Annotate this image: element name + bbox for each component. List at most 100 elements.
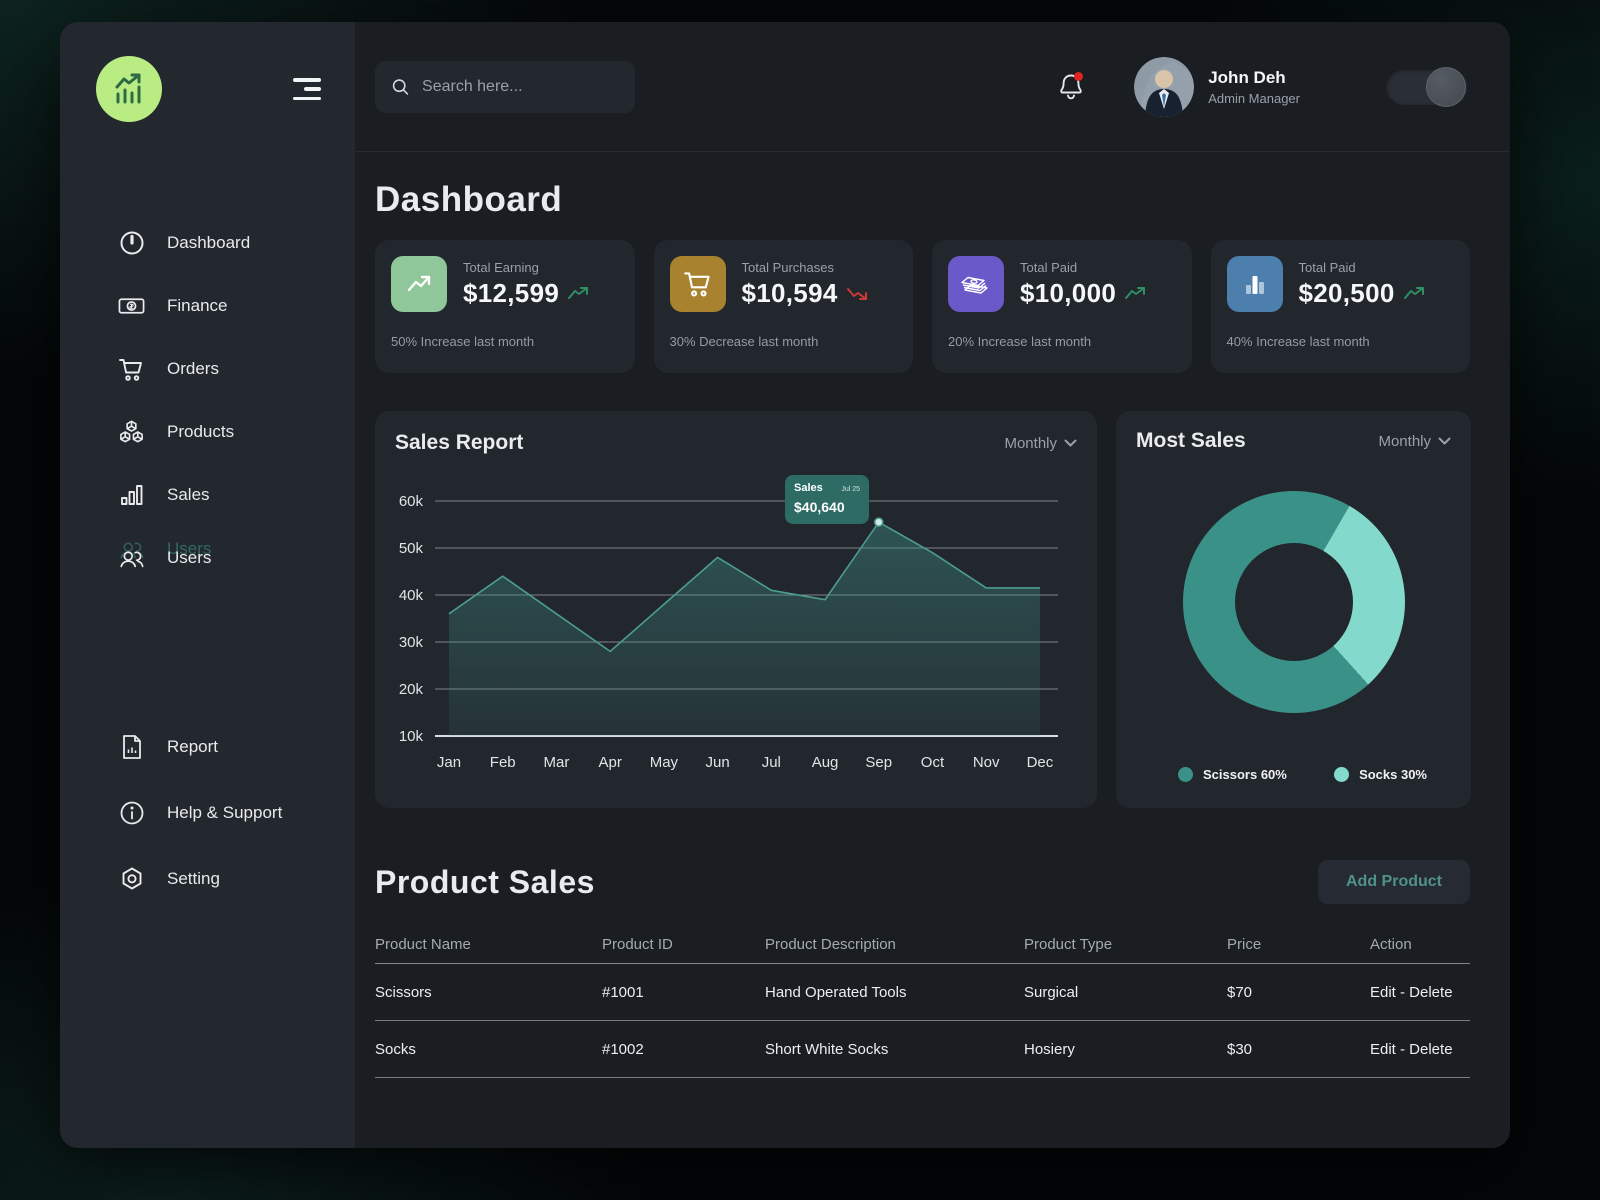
sidebar-item-label: Products xyxy=(167,422,235,441)
stat-cards: Total Earning $12,599 50% Increase last … xyxy=(375,240,1470,373)
sales-period-value: Monthly xyxy=(1004,434,1057,452)
notifications-button[interactable] xyxy=(1056,71,1086,103)
info-icon xyxy=(118,800,145,827)
stat-note: 30% Decrease last month xyxy=(669,334,819,349)
sidebar-item-label: Finance xyxy=(167,296,228,315)
charts-row: Sales Report Monthly Sales Jul 25 xyxy=(375,411,1471,808)
search-input[interactable] xyxy=(422,77,619,96)
sidebar-item-report[interactable]: Report xyxy=(60,722,355,772)
sales-report-card: Sales Report Monthly Sales Jul 25 xyxy=(375,411,1097,808)
col-product-name: Product Name xyxy=(375,936,471,953)
legend-dot xyxy=(1334,767,1350,782)
growth-chart-logo-icon xyxy=(115,73,141,104)
stat-note: 20% Increase last month xyxy=(948,334,1092,349)
sidebar-item-sales[interactable]: Sales xyxy=(60,470,355,520)
sidebar-header xyxy=(60,56,355,122)
cell-action-edit-delete[interactable]: Edit - Delete xyxy=(1370,1040,1453,1058)
donut-chart[interactable] xyxy=(1182,491,1405,713)
cell-price: $30 xyxy=(1227,1040,1253,1058)
cart-icon xyxy=(669,256,726,312)
cell-product-id: #1002 xyxy=(602,1040,644,1058)
legend-label: Scissors 60% xyxy=(1203,767,1287,782)
cell-product-description: Hand Operated Tools xyxy=(765,983,907,1001)
svg-text:Jan: Jan xyxy=(437,754,461,771)
app-window: Dashboard Finance xyxy=(60,22,1510,1148)
legend-label: Socks 30% xyxy=(1359,767,1427,782)
svg-text:Aug: Aug xyxy=(812,754,839,771)
cell-action-edit-delete[interactable]: Edit - Delete xyxy=(1370,983,1453,1001)
profile-text: John Deh Admin Manager xyxy=(1208,68,1300,106)
content: Dashboard Total Earning xyxy=(355,152,1510,1078)
svg-text:Feb: Feb xyxy=(490,754,516,771)
sidebar-item-products[interactable]: Products xyxy=(60,407,355,457)
trend-up-arrow-icon xyxy=(1403,286,1424,299)
svg-text:Mar: Mar xyxy=(544,754,570,771)
sidebar-nav: Dashboard Finance xyxy=(60,218,355,596)
stat-card-total-earning[interactable]: Total Earning $12,599 50% Increase last … xyxy=(375,240,635,373)
stat-value: $10,000 xyxy=(1020,277,1117,308)
trend-up-arrow-icon xyxy=(568,286,589,299)
cell-product-description: Short White Socks xyxy=(765,1040,889,1058)
profile[interactable]: John Deh Admin Manager xyxy=(1134,56,1300,117)
sidebar-item-label: Sales xyxy=(167,485,210,504)
cell-product-type: Hosiery xyxy=(1024,1040,1075,1058)
legend-dot xyxy=(1178,767,1193,782)
menu-toggle-icon[interactable] xyxy=(291,78,321,100)
sidebar-item-setting[interactable]: Setting xyxy=(60,854,355,904)
sidebar-item-finance[interactable]: Finance xyxy=(60,281,355,331)
table-row: Socks #1002 Short White Socks Hosiery $3… xyxy=(375,1021,1470,1078)
page-title: Dashboard xyxy=(375,180,563,219)
col-price: Price xyxy=(1227,936,1262,953)
bell-icon xyxy=(1060,74,1082,99)
stat-card-total-purchases[interactable]: Total Purchases $10,594 30% Decrease las… xyxy=(653,240,913,373)
svg-text:May: May xyxy=(650,754,679,771)
sidebar-item-help-support[interactable]: Help & Support xyxy=(60,788,355,838)
cell-price: $70 xyxy=(1227,983,1253,1001)
sales-period-dropdown[interactable]: Monthly xyxy=(1004,435,1077,452)
tooltip-value: $40,640 xyxy=(794,499,845,515)
legend-item-scissors: Scissors 60% xyxy=(1178,767,1287,782)
main-area: John Deh Admin Manager Dashboard xyxy=(355,22,1510,1148)
table-header-row: Product Name Product ID Product Descript… xyxy=(375,926,1470,964)
app-logo[interactable] xyxy=(96,56,162,122)
gauge-icon xyxy=(118,230,145,257)
cell-product-name: Scissors xyxy=(375,983,432,1001)
sidebar-item-dashboard[interactable]: Dashboard xyxy=(60,218,355,268)
add-product-button[interactable]: Add Product xyxy=(1318,860,1470,904)
sidebar-footer-nav: Report Help & Support xyxy=(60,722,355,1148)
cart-icon xyxy=(118,356,145,383)
svg-text:Jun: Jun xyxy=(706,754,730,771)
sidebar-item-label: Dashboard xyxy=(167,233,251,252)
report-icon xyxy=(118,734,145,761)
theme-toggle[interactable] xyxy=(1386,66,1468,107)
sidebar: Dashboard Finance xyxy=(60,22,355,1148)
most-sales-title: Most Sales xyxy=(1136,429,1246,452)
tooltip-date: Jul 25 xyxy=(841,486,860,493)
sales-area-chart[interactable]: 60k 50k 40k 30k 20k 10k Jan Feb Mar Apr May Jun Jul A… xyxy=(395,469,1077,779)
sidebar-item-orders[interactable]: Orders xyxy=(60,344,355,394)
svg-text:Sep: Sep xyxy=(865,754,892,771)
donut-legend: Scissors 60% Socks 30% xyxy=(1136,767,1451,788)
banknote-icon xyxy=(118,293,145,320)
stat-label: Total Purchases xyxy=(741,259,835,275)
svg-text:30k: 30k xyxy=(399,634,424,651)
user-name: John Deh xyxy=(1208,67,1286,87)
search-box[interactable] xyxy=(375,60,635,113)
col-product-id: Product ID xyxy=(602,936,673,953)
stat-value: $10,594 xyxy=(741,277,838,308)
svg-text:Dec: Dec xyxy=(1027,754,1054,771)
chart-tooltip: Sales Jul 25 $40,640 xyxy=(785,475,869,524)
svg-text:60k: 60k xyxy=(399,493,424,510)
stat-value: $12,599 xyxy=(463,277,560,308)
sidebar-item-users[interactable]: Users xyxy=(60,533,355,583)
svg-text:50k: 50k xyxy=(399,540,424,557)
stat-card-total-paid-2[interactable]: Total Paid $20,500 40% Increase last mon… xyxy=(1210,240,1470,373)
tooltip-series: Sales xyxy=(794,482,823,494)
stat-card-total-paid[interactable]: Total Paid $10,000 20% Increase last mon… xyxy=(932,240,1192,373)
svg-text:Oct: Oct xyxy=(921,754,945,771)
cell-product-type: Surgical xyxy=(1024,983,1079,1001)
svg-text:20k: 20k xyxy=(399,681,424,698)
svg-text:10k: 10k xyxy=(399,728,424,745)
topbar-right: John Deh Admin Manager xyxy=(1056,56,1468,117)
most-sales-period-dropdown[interactable]: Monthly xyxy=(1378,433,1451,450)
